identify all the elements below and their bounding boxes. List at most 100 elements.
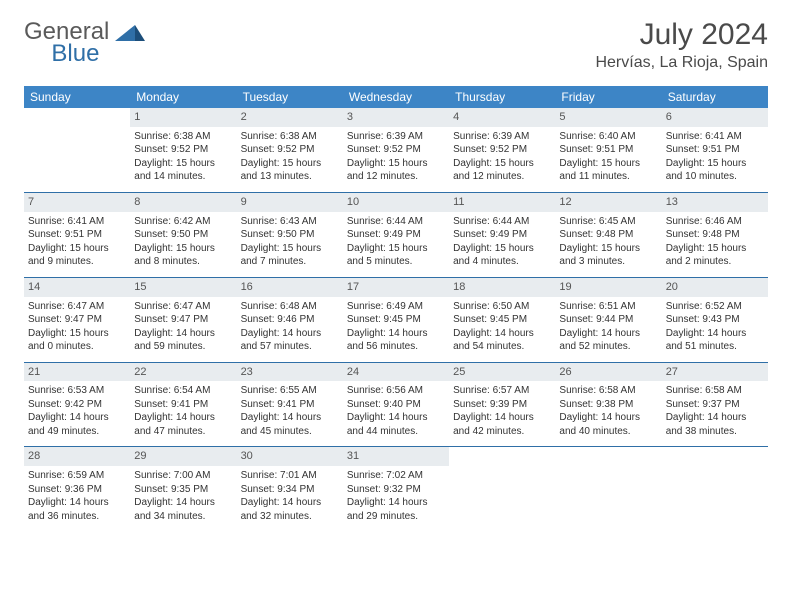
sunset-line: Sunset: 9:49 PM (453, 228, 551, 242)
sunset-line: Sunset: 9:50 PM (241, 228, 339, 242)
sunrise-line: Sunrise: 6:38 AM (134, 130, 232, 144)
calendar-day-cell (449, 447, 555, 531)
day-number: 31 (343, 447, 449, 466)
daylight-line: Daylight: 15 hours and 13 minutes. (241, 157, 339, 184)
day-number: 14 (24, 278, 130, 297)
daylight-line: Daylight: 15 hours and 0 minutes. (28, 327, 126, 354)
day-number: 1 (130, 108, 236, 127)
calendar-day-cell: 30Sunrise: 7:01 AMSunset: 9:34 PMDayligh… (237, 447, 343, 531)
daylight-line: Daylight: 15 hours and 9 minutes. (28, 242, 126, 269)
sunrise-line: Sunrise: 6:42 AM (134, 215, 232, 229)
sunset-line: Sunset: 9:40 PM (347, 398, 445, 412)
sunrise-line: Sunrise: 6:58 AM (666, 384, 764, 398)
calendar-day-cell: 8Sunrise: 6:42 AMSunset: 9:50 PMDaylight… (130, 192, 236, 277)
day-number: 27 (662, 363, 768, 382)
header: General July 2024 Hervías, La Rioja, Spa… (24, 18, 768, 72)
weekday-header: Tuesday (237, 86, 343, 108)
daylight-line: Daylight: 14 hours and 49 minutes. (28, 411, 126, 438)
sunset-line: Sunset: 9:52 PM (453, 143, 551, 157)
weekday-header: Friday (555, 86, 661, 108)
weekday-header: Thursday (449, 86, 555, 108)
daylight-line: Daylight: 15 hours and 11 minutes. (559, 157, 657, 184)
calendar-day-cell: 26Sunrise: 6:58 AMSunset: 9:38 PMDayligh… (555, 362, 661, 447)
calendar-day-cell (662, 447, 768, 531)
calendar-day-cell: 1 Sunrise: 6:38 AMSunset: 9:52 PMDaylight… (130, 108, 236, 192)
calendar-day-cell: 13Sunrise: 6:46 AMSunset: 9:48 PMDayligh… (662, 192, 768, 277)
sunrise-line: Sunrise: 7:01 AM (241, 469, 339, 483)
sunrise-line: Sunrise: 7:02 AM (347, 469, 445, 483)
sunset-line: Sunset: 9:51 PM (28, 228, 126, 242)
sunrise-line: Sunrise: 6:55 AM (241, 384, 339, 398)
sunrise-line: Sunrise: 6:44 AM (347, 215, 445, 229)
sunset-line: Sunset: 9:34 PM (241, 483, 339, 497)
calendar-week-row: 28Sunrise: 6:59 AMSunset: 9:36 PMDayligh… (24, 447, 768, 531)
calendar-day-cell: 2Sunrise: 6:38 AMSunset: 9:52 PMDaylight… (237, 108, 343, 192)
calendar-week-row: 1Sunrise: 6:38 AMSunset: 9:52 PMDaylight… (24, 108, 768, 192)
sunset-line: Sunset: 9:32 PM (347, 483, 445, 497)
sunrise-line: Sunrise: 6:39 AM (453, 130, 551, 144)
day-number: 12 (555, 193, 661, 212)
calendar-day-cell: 5Sunrise: 6:40 AMSunset: 9:51 PMDaylight… (555, 108, 661, 192)
daylight-line: Daylight: 14 hours and 36 minutes. (28, 496, 126, 523)
sunset-line: Sunset: 9:51 PM (666, 143, 764, 157)
sunset-line: Sunset: 9:51 PM (559, 143, 657, 157)
sunset-line: Sunset: 9:42 PM (28, 398, 126, 412)
sunset-line: Sunset: 9:45 PM (347, 313, 445, 327)
day-number: 3 (343, 108, 449, 127)
sunrise-line: Sunrise: 7:00 AM (134, 469, 232, 483)
calendar-day-cell: 15Sunrise: 6:47 AMSunset: 9:47 PMDayligh… (130, 277, 236, 362)
daylight-line: Daylight: 14 hours and 38 minutes. (666, 411, 764, 438)
calendar-body: 1Sunrise: 6:38 AMSunset: 9:52 PMDaylight… (24, 108, 768, 531)
day-number: 4 (449, 108, 555, 127)
day-number: 25 (449, 363, 555, 382)
day-number: 18 (449, 278, 555, 297)
sunrise-line: Sunrise: 6:52 AM (666, 300, 764, 314)
calendar-day-cell: 4Sunrise: 6:39 AMSunset: 9:52 PMDaylight… (449, 108, 555, 192)
sunset-line: Sunset: 9:41 PM (134, 398, 232, 412)
day-number: 16 (237, 278, 343, 297)
day-number: 15 (130, 278, 236, 297)
daylight-line: Daylight: 14 hours and 52 minutes. (559, 327, 657, 354)
sunrise-line: Sunrise: 6:54 AM (134, 384, 232, 398)
sunset-line: Sunset: 9:38 PM (559, 398, 657, 412)
weekday-header: Wednesday (343, 86, 449, 108)
day-number: 17 (343, 278, 449, 297)
calendar-day-cell: 18Sunrise: 6:50 AMSunset: 9:45 PMDayligh… (449, 277, 555, 362)
calendar-table: SundayMondayTuesdayWednesdayThursdayFrid… (24, 86, 768, 531)
sunrise-line: Sunrise: 6:40 AM (559, 130, 657, 144)
sunset-line: Sunset: 9:47 PM (28, 313, 126, 327)
day-number: 9 (237, 193, 343, 212)
calendar-day-cell: 31 Sunrise: 7:02 AMSunset: 9:32 PMDayligh… (343, 447, 449, 531)
weekday-header: Monday (130, 86, 236, 108)
calendar-day-cell: 20Sunrise: 6:52 AMSunset: 9:43 PMDayligh… (662, 277, 768, 362)
calendar-day-cell (555, 447, 661, 531)
calendar-day-cell: 14Sunrise: 6:47 AMSunset: 9:47 PMDayligh… (24, 277, 130, 362)
daylight-line: Daylight: 15 hours and 2 minutes. (666, 242, 764, 269)
day-number: 24 (343, 363, 449, 382)
calendar-day-cell: 29Sunrise: 7:00 AMSunset: 9:35 PMDayligh… (130, 447, 236, 531)
calendar-day-cell: 21Sunrise: 6:53 AMSunset: 9:42 PMDayligh… (24, 362, 130, 447)
sunrise-line: Sunrise: 6:51 AM (559, 300, 657, 314)
sunrise-line: Sunrise: 6:46 AM (666, 215, 764, 229)
daylight-line: Daylight: 15 hours and 12 minutes. (347, 157, 445, 184)
day-number: 2 (237, 108, 343, 127)
daylight-line: Daylight: 15 hours and 14 minutes. (134, 157, 232, 184)
calendar-day-cell: 10Sunrise: 6:44 AMSunset: 9:49 PMDayligh… (343, 192, 449, 277)
calendar-day-cell: 22Sunrise: 6:54 AMSunset: 9:41 PMDayligh… (130, 362, 236, 447)
day-number: 19 (555, 278, 661, 297)
sunrise-line: Sunrise: 6:47 AM (134, 300, 232, 314)
sunset-line: Sunset: 9:35 PM (134, 483, 232, 497)
daylight-line: Daylight: 15 hours and 3 minutes. (559, 242, 657, 269)
daylight-line: Daylight: 14 hours and 29 minutes. (347, 496, 445, 523)
sunset-line: Sunset: 9:52 PM (134, 143, 232, 157)
weekday-header-row: SundayMondayTuesdayWednesdayThursdayFrid… (24, 86, 768, 108)
sunrise-line: Sunrise: 6:44 AM (453, 215, 551, 229)
calendar-day-cell: 6Sunrise: 6:41 AMSunset: 9:51 PMDaylight… (662, 108, 768, 192)
day-number: 7 (24, 193, 130, 212)
sunrise-line: Sunrise: 6:58 AM (559, 384, 657, 398)
daylight-line: Daylight: 15 hours and 7 minutes. (241, 242, 339, 269)
sunset-line: Sunset: 9:45 PM (453, 313, 551, 327)
calendar-day-cell: 3Sunrise: 6:39 AMSunset: 9:52 PMDaylight… (343, 108, 449, 192)
day-number: 13 (662, 193, 768, 212)
calendar-day-cell: 9Sunrise: 6:43 AMSunset: 9:50 PMDaylight… (237, 192, 343, 277)
